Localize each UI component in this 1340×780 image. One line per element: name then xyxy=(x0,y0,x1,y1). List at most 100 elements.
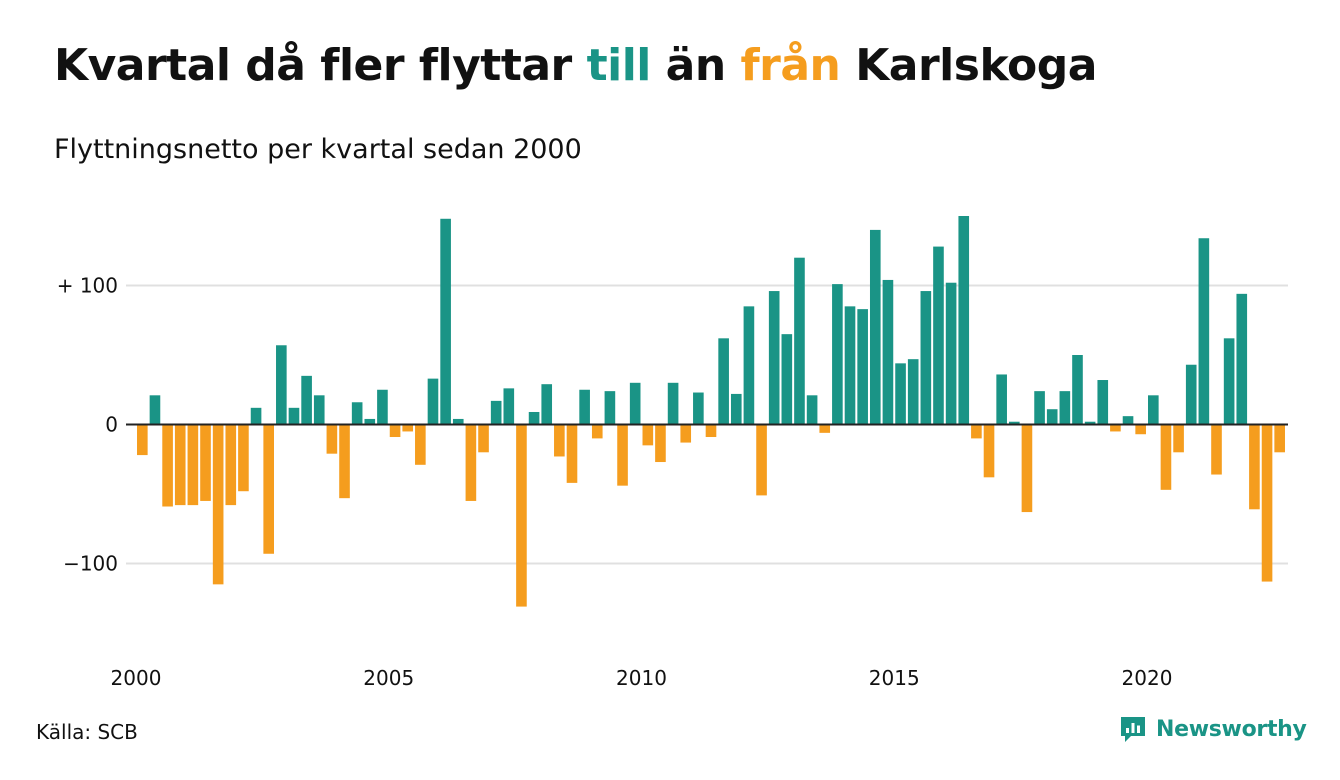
bar xyxy=(1236,293,1248,425)
bar xyxy=(907,359,919,425)
bar xyxy=(301,375,312,425)
bar xyxy=(478,424,489,453)
bar xyxy=(440,218,451,425)
bar xyxy=(427,378,439,425)
bar xyxy=(212,424,224,585)
bar xyxy=(718,338,729,425)
bar xyxy=(579,389,590,425)
bar xyxy=(604,391,616,425)
bar xyxy=(225,424,237,506)
bar xyxy=(1097,380,1109,425)
newsworthy-logo-icon xyxy=(1121,717,1145,742)
chart-title: Kvartal då fler flyttar till än från Kar… xyxy=(54,40,1097,91)
axes: + 100 0 −100 2000 2005 2010 2015 2020 xyxy=(57,274,1288,690)
bar xyxy=(996,374,1007,425)
bars xyxy=(137,216,1285,607)
bar xyxy=(1249,424,1260,510)
bar xyxy=(516,424,527,607)
bar xyxy=(819,424,831,433)
bar xyxy=(250,407,262,425)
bar xyxy=(1274,424,1285,453)
bar xyxy=(1223,338,1235,425)
x-tick-label: 2005 xyxy=(363,666,414,690)
x-tick-label: 2015 xyxy=(869,666,920,690)
bar xyxy=(756,424,767,496)
y-tick-label: 0 xyxy=(105,413,118,437)
title-text-2: än xyxy=(650,40,741,91)
bar-chart: + 100 0 −100 2000 2005 2010 2015 2020 xyxy=(57,216,1288,690)
bar xyxy=(149,395,161,425)
bar xyxy=(238,424,249,492)
bar xyxy=(566,424,578,483)
bar xyxy=(200,424,211,501)
bar xyxy=(162,424,173,507)
bar xyxy=(869,229,881,425)
brand-name: Newsworthy xyxy=(1156,716,1307,742)
bar xyxy=(591,424,603,439)
y-tick-label: −100 xyxy=(63,552,118,576)
bar xyxy=(629,382,641,425)
bar xyxy=(1110,424,1121,432)
bar xyxy=(288,407,300,425)
bar xyxy=(844,306,856,425)
x-tick-label: 2000 xyxy=(111,666,162,690)
bar xyxy=(503,388,515,425)
bar xyxy=(1021,424,1033,513)
bar xyxy=(920,291,932,425)
bar xyxy=(617,424,628,486)
title-text-3: Karlskoga xyxy=(840,40,1097,91)
bar xyxy=(1084,421,1096,425)
bar xyxy=(1211,424,1222,475)
bar xyxy=(541,384,553,425)
bar xyxy=(680,424,692,443)
newsworthy-logo: Newsworthy xyxy=(1118,714,1307,744)
bar xyxy=(857,309,868,425)
bar xyxy=(971,424,982,439)
bar xyxy=(1160,424,1172,490)
bar xyxy=(743,306,755,425)
bar xyxy=(554,424,565,457)
bar xyxy=(655,424,666,463)
bar xyxy=(781,334,793,425)
bar xyxy=(465,424,477,501)
bar xyxy=(1198,238,1210,425)
bar xyxy=(364,418,376,425)
bar xyxy=(945,282,957,425)
bar xyxy=(137,424,148,456)
bar xyxy=(1122,416,1134,425)
bar xyxy=(895,363,906,425)
bar xyxy=(326,424,338,454)
bar xyxy=(1261,424,1273,582)
bar xyxy=(730,393,742,425)
bar xyxy=(187,424,199,506)
bar xyxy=(1046,409,1058,425)
bar xyxy=(806,395,818,425)
bar xyxy=(276,345,287,425)
bar xyxy=(642,424,654,446)
bar xyxy=(377,389,388,425)
y-tick-label: + 100 xyxy=(57,274,118,298)
bar xyxy=(882,279,894,425)
bar xyxy=(1072,355,1083,425)
bar xyxy=(339,424,350,499)
bar xyxy=(1059,391,1071,425)
bar xyxy=(351,402,363,425)
source-note: Källa: SCB xyxy=(36,720,138,744)
bar xyxy=(705,424,717,438)
bar xyxy=(768,291,780,425)
bar xyxy=(263,424,274,554)
bar xyxy=(1148,395,1159,425)
bar xyxy=(933,246,944,425)
bar xyxy=(415,424,426,465)
bar xyxy=(983,424,995,478)
bar xyxy=(1034,391,1045,425)
bar xyxy=(389,424,401,438)
bar xyxy=(1008,421,1020,425)
gridlines xyxy=(126,284,1288,565)
bar xyxy=(1173,424,1184,453)
bar xyxy=(1185,364,1197,425)
title-positive-word: till xyxy=(586,40,652,91)
title-negative-word: från xyxy=(740,40,841,91)
bar xyxy=(528,411,540,425)
bar xyxy=(794,257,805,425)
